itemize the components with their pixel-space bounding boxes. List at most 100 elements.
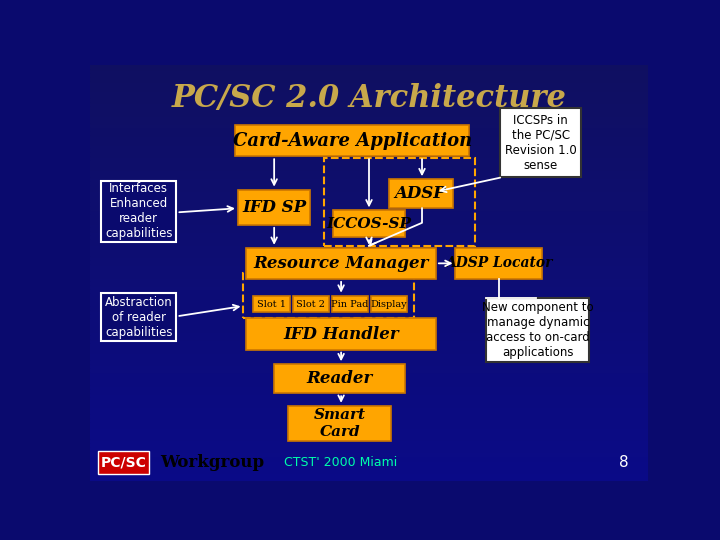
Bar bbox=[90, 384, 648, 389]
Text: Display: Display bbox=[371, 300, 407, 309]
Bar bbox=[90, 418, 648, 422]
Text: CTST' 2000 Miami: CTST' 2000 Miami bbox=[284, 456, 397, 469]
Bar bbox=[90, 285, 648, 289]
Bar bbox=[90, 426, 648, 431]
Bar bbox=[90, 144, 648, 148]
Text: Slot 1: Slot 1 bbox=[257, 300, 286, 309]
FancyBboxPatch shape bbox=[274, 364, 405, 393]
FancyBboxPatch shape bbox=[246, 248, 436, 279]
Bar bbox=[90, 81, 648, 85]
FancyBboxPatch shape bbox=[456, 248, 542, 279]
Bar bbox=[90, 98, 648, 102]
Bar bbox=[90, 380, 648, 385]
Bar bbox=[90, 297, 648, 302]
Bar bbox=[90, 447, 648, 451]
Bar bbox=[90, 252, 648, 256]
Text: ADSP Locator: ADSP Locator bbox=[445, 256, 552, 271]
Bar bbox=[90, 468, 648, 472]
Bar bbox=[90, 322, 648, 327]
FancyBboxPatch shape bbox=[332, 296, 368, 312]
Text: ICCOS-SP: ICCOS-SP bbox=[326, 217, 412, 231]
Bar bbox=[486, 298, 590, 362]
Bar bbox=[90, 206, 648, 210]
Bar bbox=[90, 326, 648, 331]
Bar bbox=[99, 451, 148, 474]
Bar bbox=[90, 306, 648, 310]
Bar bbox=[90, 172, 648, 177]
FancyBboxPatch shape bbox=[235, 125, 469, 156]
Bar bbox=[90, 106, 648, 111]
Bar bbox=[90, 255, 648, 260]
Bar bbox=[90, 201, 648, 206]
Bar bbox=[90, 343, 648, 348]
Bar bbox=[90, 438, 648, 443]
Bar bbox=[90, 476, 648, 481]
Bar bbox=[90, 368, 648, 373]
Text: Card-Aware Application: Card-Aware Application bbox=[233, 132, 472, 150]
Bar bbox=[90, 214, 648, 219]
Bar bbox=[90, 168, 648, 173]
Bar bbox=[90, 430, 648, 435]
Text: Smart
Card: Smart Card bbox=[314, 408, 366, 438]
Bar bbox=[90, 69, 648, 73]
Bar bbox=[90, 301, 648, 306]
Bar bbox=[90, 123, 648, 127]
Bar bbox=[90, 156, 648, 160]
Bar bbox=[90, 114, 648, 119]
Text: PC/SC 2.0 Architecture: PC/SC 2.0 Architecture bbox=[171, 83, 567, 113]
Bar bbox=[90, 414, 648, 418]
Bar bbox=[90, 289, 648, 294]
Bar bbox=[90, 339, 648, 343]
Bar bbox=[90, 389, 648, 393]
FancyBboxPatch shape bbox=[253, 296, 289, 312]
Bar bbox=[90, 281, 648, 285]
Bar bbox=[90, 93, 648, 98]
Bar bbox=[90, 463, 648, 468]
Bar bbox=[90, 406, 648, 410]
Text: Interfaces
Enhanced
reader
capabilities: Interfaces Enhanced reader capabilities bbox=[105, 183, 173, 240]
FancyBboxPatch shape bbox=[333, 211, 405, 238]
Bar bbox=[90, 355, 648, 360]
Bar bbox=[90, 347, 648, 352]
Bar bbox=[101, 294, 176, 341]
Bar bbox=[90, 131, 648, 136]
Bar bbox=[90, 422, 648, 427]
Bar bbox=[90, 276, 648, 281]
Bar bbox=[324, 158, 475, 246]
Bar bbox=[90, 227, 648, 231]
Bar bbox=[90, 335, 648, 339]
Bar bbox=[90, 455, 648, 460]
Bar bbox=[90, 189, 648, 194]
Bar bbox=[90, 160, 648, 165]
Bar bbox=[90, 198, 648, 202]
Bar bbox=[90, 247, 648, 252]
FancyBboxPatch shape bbox=[246, 319, 436, 349]
Bar bbox=[90, 352, 648, 356]
Text: Pin Pad: Pin Pad bbox=[331, 300, 369, 309]
FancyBboxPatch shape bbox=[292, 296, 329, 312]
Bar bbox=[90, 372, 648, 377]
Bar bbox=[90, 272, 648, 277]
Bar bbox=[90, 235, 648, 239]
Bar bbox=[90, 364, 648, 368]
Text: Slot 2: Slot 2 bbox=[296, 300, 325, 309]
Bar bbox=[90, 127, 648, 131]
FancyBboxPatch shape bbox=[389, 179, 453, 208]
Bar bbox=[90, 139, 648, 144]
Text: New component to
manage dynamic
access to on-card
applications: New component to manage dynamic access t… bbox=[482, 301, 593, 359]
Text: Resource Manager: Resource Manager bbox=[253, 255, 429, 272]
FancyBboxPatch shape bbox=[371, 296, 407, 312]
Bar bbox=[90, 409, 648, 414]
Bar bbox=[90, 460, 648, 464]
Bar bbox=[90, 243, 648, 248]
Bar bbox=[90, 435, 648, 439]
Bar bbox=[90, 185, 648, 190]
Bar bbox=[90, 210, 648, 214]
Bar bbox=[90, 118, 648, 123]
Text: PC/SC: PC/SC bbox=[101, 456, 146, 470]
Bar bbox=[90, 64, 648, 69]
Text: Reader: Reader bbox=[307, 370, 373, 387]
Bar bbox=[90, 239, 648, 244]
Bar bbox=[90, 393, 648, 397]
Bar bbox=[90, 268, 648, 273]
